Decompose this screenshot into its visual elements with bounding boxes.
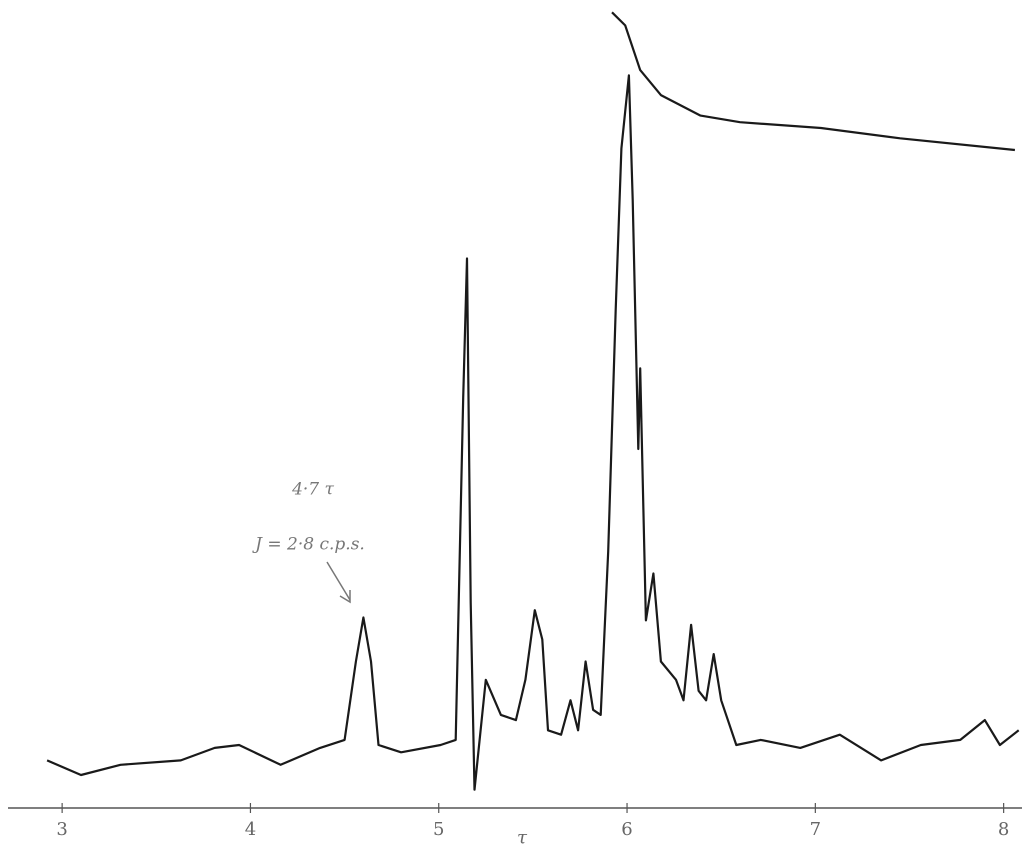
x-tick-label: 3: [56, 819, 67, 840]
annotation: 4·7 τ: [291, 480, 334, 500]
line: [46, 74, 1020, 791]
x-tick-label: 4: [245, 819, 256, 840]
x-tick-label: 7: [810, 819, 821, 840]
x-tick-label: 6: [621, 819, 632, 840]
annotation: J = 2·8 c.p.s.: [252, 535, 365, 555]
line: [611, 11, 1016, 152]
x-tick-label: 5: [433, 819, 444, 840]
x-tick-label: 8: [998, 819, 1009, 840]
arrow: [326, 561, 351, 604]
x-axis-label: τ: [517, 827, 528, 848]
